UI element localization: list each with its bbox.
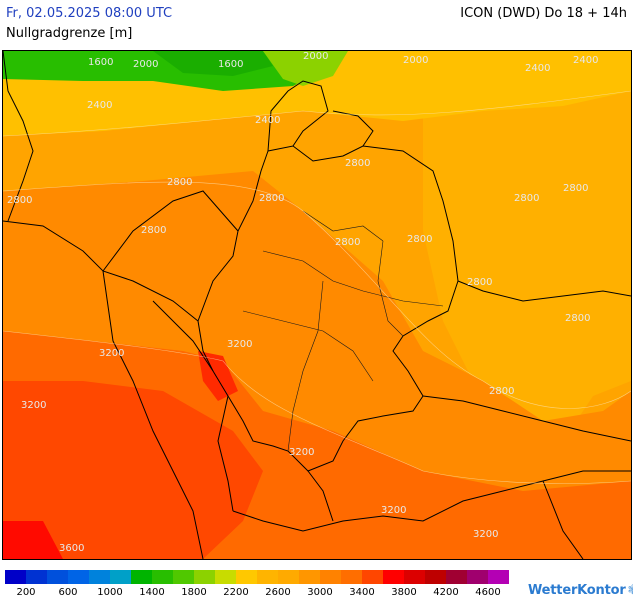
color-swatch	[68, 570, 89, 584]
color-swatch	[425, 570, 446, 584]
contour-label: 2400	[525, 63, 550, 74]
color-scale-tick: 4600	[475, 587, 501, 598]
model-run-label: ICON (DWD) Do 18 + 14h	[460, 6, 627, 21]
contour-lines	[3, 90, 631, 484]
color-swatch	[5, 570, 26, 584]
color-swatch	[488, 570, 509, 584]
color-swatch	[26, 570, 47, 584]
logo-text: WetterKontor	[528, 583, 626, 598]
color-swatch	[341, 570, 362, 584]
color-swatch	[446, 570, 467, 584]
color-swatch	[383, 570, 404, 584]
contour-label-layer: 1600 2000 1600 2000 2000 2400 2400 2400 …	[7, 51, 598, 554]
variable-label: Nullgradgrenze [m]	[6, 26, 133, 41]
freezing-level-map: 1600 2000 1600 2000 2000 2400 2400 2400 …	[2, 50, 632, 560]
contour-label: 1600	[88, 57, 113, 68]
field-1400	[153, 51, 273, 76]
field-3400	[3, 381, 263, 559]
color-swatch	[47, 570, 68, 584]
color-swatch	[194, 570, 215, 584]
contour-label: 2800	[407, 234, 432, 245]
contour-label: 2800	[7, 195, 32, 206]
color-swatch	[89, 570, 110, 584]
country-borders	[3, 51, 631, 559]
color-scale-tick: 600	[58, 587, 78, 598]
contour-label: 2000	[303, 51, 328, 62]
datetime-label: Fr, 02.05.2025 08:00 UTC	[6, 6, 173, 21]
logo-icon: ❃	[627, 583, 633, 598]
contour-label: 1600	[218, 59, 243, 70]
color-swatch	[131, 570, 152, 584]
field-3600	[3, 521, 63, 559]
contour-label: 2000	[403, 55, 428, 66]
contour-label: 3600	[59, 543, 84, 554]
field-2000	[263, 51, 348, 86]
color-swatch	[299, 570, 320, 584]
color-swatch	[236, 570, 257, 584]
color-scale-bar	[5, 570, 509, 584]
color-scale-tick: 1000	[97, 587, 123, 598]
contour-label: 2800	[563, 183, 588, 194]
contour-label: 3200	[289, 447, 314, 458]
contour-label: 2800	[335, 237, 360, 248]
color-scale-tick: 3000	[307, 587, 333, 598]
color-swatch	[257, 570, 278, 584]
color-swatch	[320, 570, 341, 584]
color-scale-tick: 1400	[139, 587, 165, 598]
contour-label: 2800	[514, 193, 539, 204]
contour-label: 2800	[141, 225, 166, 236]
contour-label: 3200	[381, 505, 406, 516]
contour-label: 2800	[345, 158, 370, 169]
contour-label: 2400	[255, 115, 280, 126]
contour-label: 2800	[489, 386, 514, 397]
contour-label: 2400	[573, 55, 598, 66]
contour-label: 3200	[99, 348, 124, 359]
contour-label: 2800	[167, 177, 192, 188]
color-scale-tick: 200	[16, 587, 36, 598]
color-scale-tick: 4200	[433, 587, 459, 598]
contour-label: 3200	[21, 400, 46, 411]
map-canvas: 1600 2000 1600 2000 2000 2400 2400 2400 …	[3, 51, 631, 559]
contour-label: 3200	[227, 339, 252, 350]
contour-label: 2000	[133, 59, 158, 70]
color-scale-tick: 3400	[349, 587, 375, 598]
color-swatch	[404, 570, 425, 584]
contour-label: 2400	[87, 100, 112, 111]
state-borders	[242, 210, 444, 452]
field-east	[423, 51, 631, 441]
contour-label: 2800	[467, 277, 492, 288]
color-swatch	[215, 570, 236, 584]
contour-label: 3200	[473, 529, 498, 540]
color-swatch	[362, 570, 383, 584]
color-scale-tick: 2600	[265, 587, 291, 598]
color-swatch	[467, 570, 488, 584]
contour-label: 2800	[259, 193, 284, 204]
color-swatch	[152, 570, 173, 584]
wetterkontor-logo[interactable]: WetterKontor ❃	[528, 583, 633, 598]
color-scale-tick: 3800	[391, 587, 417, 598]
contour-label: 2800	[565, 313, 590, 324]
color-scale-tick: 1800	[181, 587, 207, 598]
color-scale-tick: 2200	[223, 587, 249, 598]
color-swatch	[110, 570, 131, 584]
color-swatch	[173, 570, 194, 584]
color-swatch	[278, 570, 299, 584]
